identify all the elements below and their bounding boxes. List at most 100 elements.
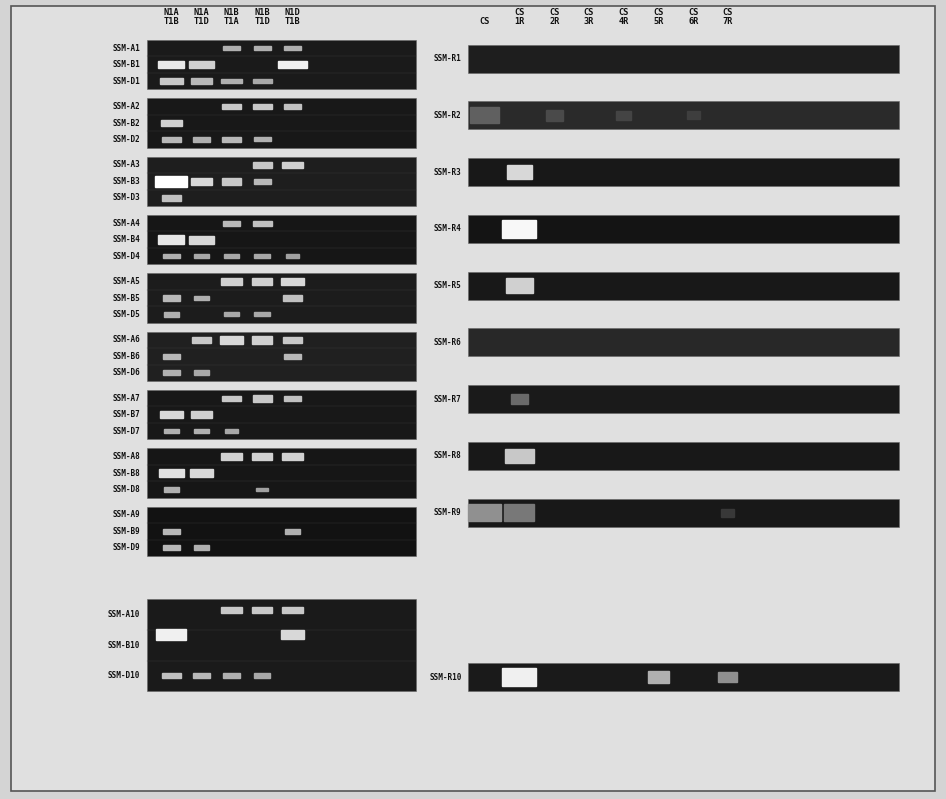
Bar (467, 503, 500, 521)
Bar (282, 607, 303, 614)
Text: SSM-A9: SSM-A9 (113, 511, 140, 519)
Bar (221, 607, 242, 613)
Bar (223, 673, 240, 678)
Text: SSM-R5: SSM-R5 (434, 281, 462, 290)
Text: SSM-B5: SSM-B5 (113, 293, 140, 303)
Text: SSM-R1: SSM-R1 (434, 54, 462, 63)
Text: SSM-B7: SSM-B7 (113, 410, 140, 419)
Bar (502, 668, 536, 686)
FancyBboxPatch shape (147, 448, 416, 498)
Text: SSM-B10: SSM-B10 (108, 641, 140, 650)
Text: CS
3R: CS 3R (583, 8, 594, 26)
Text: SSM-B6: SSM-B6 (113, 352, 140, 361)
Bar (284, 353, 301, 359)
Bar (191, 411, 212, 419)
Text: SSM-A1: SSM-A1 (113, 44, 140, 53)
Bar (252, 336, 272, 344)
Bar (164, 428, 179, 433)
Text: N1B
T1D: N1B T1D (254, 8, 270, 26)
Bar (190, 469, 213, 476)
Text: SSM-B3: SSM-B3 (113, 177, 140, 186)
Bar (648, 671, 669, 683)
Bar (155, 176, 187, 186)
Bar (223, 46, 240, 50)
FancyBboxPatch shape (468, 499, 899, 527)
Text: SSM-R2: SSM-R2 (434, 111, 462, 120)
Bar (156, 629, 186, 640)
Bar (504, 503, 534, 521)
Bar (546, 110, 563, 121)
Text: SSM-D2: SSM-D2 (113, 135, 140, 144)
Text: SSM-D4: SSM-D4 (113, 252, 140, 260)
Text: SSM-D9: SSM-D9 (113, 543, 140, 552)
Bar (221, 454, 242, 460)
Bar (254, 46, 271, 50)
Bar (282, 453, 303, 460)
FancyBboxPatch shape (11, 6, 935, 791)
Text: N1B
T1A: N1B T1A (224, 8, 239, 26)
FancyBboxPatch shape (147, 40, 416, 89)
Text: SSM-D8: SSM-D8 (113, 485, 140, 494)
Bar (163, 295, 180, 300)
Bar (254, 179, 271, 184)
FancyBboxPatch shape (147, 98, 416, 148)
Bar (286, 254, 299, 258)
Bar (161, 120, 182, 126)
Bar (283, 295, 302, 300)
FancyBboxPatch shape (468, 215, 899, 243)
Bar (159, 469, 184, 477)
Bar (502, 221, 536, 238)
Text: SSM-B9: SSM-B9 (113, 527, 140, 536)
Bar (224, 312, 239, 316)
Text: CS
7R: CS 7R (722, 8, 733, 26)
Bar (254, 312, 270, 316)
FancyBboxPatch shape (468, 442, 899, 470)
Text: SSM-R7: SSM-R7 (434, 395, 462, 403)
Bar (470, 107, 499, 123)
Text: SSM-A3: SSM-A3 (113, 161, 140, 169)
Bar (283, 337, 302, 344)
Text: CS
4R: CS 4R (618, 8, 629, 26)
Text: CS
6R: CS 6R (688, 8, 699, 26)
FancyBboxPatch shape (468, 663, 899, 691)
Bar (284, 46, 301, 50)
Bar (162, 673, 181, 678)
Text: N1A
T1B: N1A T1B (164, 8, 179, 26)
Bar (284, 105, 301, 109)
Bar (163, 545, 180, 551)
Bar (285, 529, 300, 534)
FancyBboxPatch shape (468, 158, 899, 186)
FancyBboxPatch shape (468, 101, 899, 129)
Bar (194, 370, 209, 375)
Bar (278, 61, 307, 68)
Bar (281, 630, 304, 638)
Bar (224, 254, 239, 258)
Text: SSM-R3: SSM-R3 (434, 168, 462, 177)
Bar (163, 370, 180, 375)
FancyBboxPatch shape (468, 328, 899, 356)
Text: SSM-B8: SSM-B8 (113, 468, 140, 478)
Text: SSM-R6: SSM-R6 (434, 338, 462, 347)
Text: SSM-D6: SSM-D6 (113, 368, 140, 377)
Bar (163, 353, 180, 359)
Bar (193, 137, 210, 141)
Bar (160, 411, 183, 419)
FancyBboxPatch shape (147, 273, 416, 323)
Bar (162, 195, 181, 201)
Text: SSM-B2: SSM-B2 (113, 118, 140, 128)
Bar (282, 162, 303, 169)
Bar (193, 673, 210, 678)
Text: SSM-A4: SSM-A4 (113, 219, 140, 228)
Text: SSM-A10: SSM-A10 (108, 610, 140, 619)
Bar (164, 487, 179, 491)
Bar (189, 61, 214, 68)
FancyBboxPatch shape (468, 385, 899, 413)
Bar (511, 394, 528, 404)
Bar (158, 61, 184, 68)
Text: N1D
T1B: N1D T1B (285, 8, 300, 26)
FancyBboxPatch shape (147, 507, 416, 556)
Bar (191, 177, 212, 185)
Bar (160, 78, 183, 84)
Bar (616, 111, 631, 120)
Bar (192, 337, 211, 344)
